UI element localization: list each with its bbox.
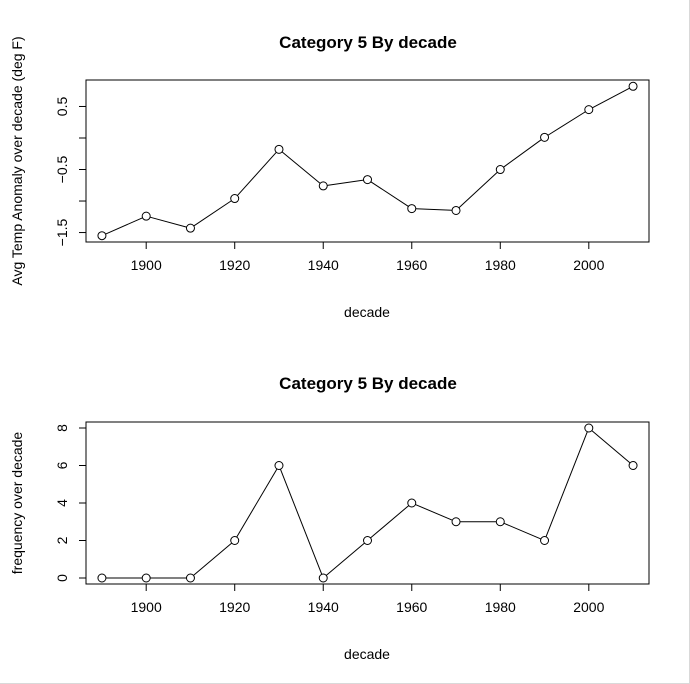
panel-1: Category 5 By decade 1900 1920 1940 1960 198… bbox=[9, 33, 650, 320]
panel-2-y-tick-label: 8 bbox=[54, 424, 70, 432]
panel-1-data-point bbox=[363, 175, 372, 185]
panel-2-x-tick-label: 2000 bbox=[573, 599, 604, 615]
panel-1-data-point bbox=[407, 204, 417, 214]
panel-2-data-point bbox=[318, 573, 328, 583]
panel-2-line-segment bbox=[279, 469, 323, 575]
panel-1-data-point bbox=[185, 223, 195, 233]
panel-1-line-segment bbox=[327, 179, 364, 186]
panel-1-x-tick-label: 1920 bbox=[219, 257, 250, 273]
panel-1-data-point bbox=[451, 205, 461, 215]
panel-1-y-tick-label: 0.5 bbox=[54, 97, 70, 117]
panel-1-x-tick-label: 1960 bbox=[396, 257, 427, 273]
panel-2-line-segment bbox=[503, 522, 542, 540]
panel-1-line-segment bbox=[503, 139, 542, 168]
panel-1-data-point bbox=[230, 194, 240, 204]
panel-1-x-tick-label: 1900 bbox=[131, 257, 162, 273]
panel-2-y-tick-label: 6 bbox=[54, 461, 70, 469]
panel-2-line-segment bbox=[591, 430, 631, 464]
panel-2-x-tick-label: 1920 bbox=[219, 599, 250, 615]
panel-1-line-segment bbox=[415, 208, 453, 211]
panel-1-series bbox=[97, 81, 638, 241]
panel-1-data-point bbox=[584, 105, 594, 115]
panel-1-data-point bbox=[318, 181, 328, 191]
panel-1-y-axis: −1.5 −0.5 0.5 bbox=[54, 97, 87, 247]
panel-1-line-segment bbox=[281, 151, 321, 184]
panel-1-line-segment bbox=[105, 217, 143, 235]
panel-1-x-tick-label: 2000 bbox=[573, 257, 604, 273]
panel-2-x-tick-label: 1900 bbox=[131, 599, 162, 615]
panel-1-x-tick-label: 1980 bbox=[485, 257, 516, 273]
panel-2-x-axis: 1900 1920 1940 1960 1980 2000 bbox=[131, 583, 605, 615]
panel-1-y-label: Avg Temp Anomaly over decade (deg F) bbox=[9, 36, 25, 285]
panel-2-x-tick-label: 1960 bbox=[396, 599, 427, 615]
panel-1-title: Category 5 By decade bbox=[279, 33, 457, 52]
panel-2-x-tick-label: 1980 bbox=[485, 599, 516, 615]
panel-1-line-segment bbox=[370, 181, 409, 207]
panel-2-data-point bbox=[495, 517, 505, 527]
panel-2-data-point bbox=[230, 536, 240, 545]
panel-1-data-point bbox=[97, 231, 107, 241]
panel-1-line-segment bbox=[237, 151, 277, 196]
panel-1-line-segment bbox=[458, 171, 498, 209]
panel-2-line-segment bbox=[236, 468, 278, 538]
panel-2-line-segment bbox=[370, 505, 410, 539]
panel-2-y-label: frequency over decade bbox=[9, 432, 25, 575]
panel-1-line-segment bbox=[547, 111, 586, 136]
panel-2-line-segment bbox=[193, 542, 232, 576]
panel-1-line-segment bbox=[592, 87, 630, 109]
panel-2-data-point bbox=[451, 517, 461, 527]
panel-1-y-tick-label: −0.5 bbox=[54, 155, 70, 183]
panel-2-data-point bbox=[407, 498, 417, 508]
panel-2-data-point bbox=[540, 536, 550, 545]
panel-2-y-tick-label: 2 bbox=[54, 536, 70, 544]
panel-2-data-point bbox=[584, 423, 594, 433]
panel-2-y-axis: 0 2 4 6 8 bbox=[54, 424, 87, 582]
panel-1-data-point bbox=[628, 81, 638, 91]
panel-2: Category 5 By decade 1900 1920 1940 1960 198… bbox=[9, 374, 650, 662]
panel-1-x-tick-label: 1940 bbox=[308, 257, 339, 273]
panel-2-data-point bbox=[97, 573, 107, 583]
panel-2-data-point bbox=[363, 536, 372, 545]
panel-1-data-point bbox=[495, 165, 505, 175]
panel-2-data-point bbox=[185, 573, 195, 583]
panel-2-data-point bbox=[141, 573, 151, 583]
panel-1-plot-box bbox=[85, 79, 650, 243]
panel-2-line-segment bbox=[415, 504, 453, 521]
panel-2-line-segment bbox=[325, 542, 365, 576]
panel-2-y-tick-label: 0 bbox=[54, 574, 70, 582]
panel-2-title: Category 5 By decade bbox=[279, 374, 457, 393]
panel-1-data-point bbox=[274, 144, 284, 154]
panel-1-data-point bbox=[141, 211, 151, 221]
panel-2-line-segment bbox=[545, 431, 588, 537]
panel-1-y-tick-label: −1.5 bbox=[54, 219, 70, 247]
panel-2-y-tick-label: 4 bbox=[54, 499, 70, 507]
panel-2-x-tick-label: 1940 bbox=[308, 599, 339, 615]
panel-2-data-point bbox=[628, 461, 638, 470]
panel-1-data-point bbox=[540, 132, 550, 142]
panel-2-series bbox=[97, 423, 638, 583]
panel-1-line-segment bbox=[193, 200, 232, 227]
panel-1-x-axis: 1900 1920 1940 1960 1980 2000 bbox=[131, 241, 605, 273]
panel-2-x-label: decade bbox=[344, 646, 390, 662]
panel-2-data-point bbox=[274, 461, 284, 470]
panel-1-line-segment bbox=[149, 216, 187, 228]
panel-1-x-label: decade bbox=[344, 304, 390, 320]
panel-2-plot-box bbox=[85, 421, 650, 585]
